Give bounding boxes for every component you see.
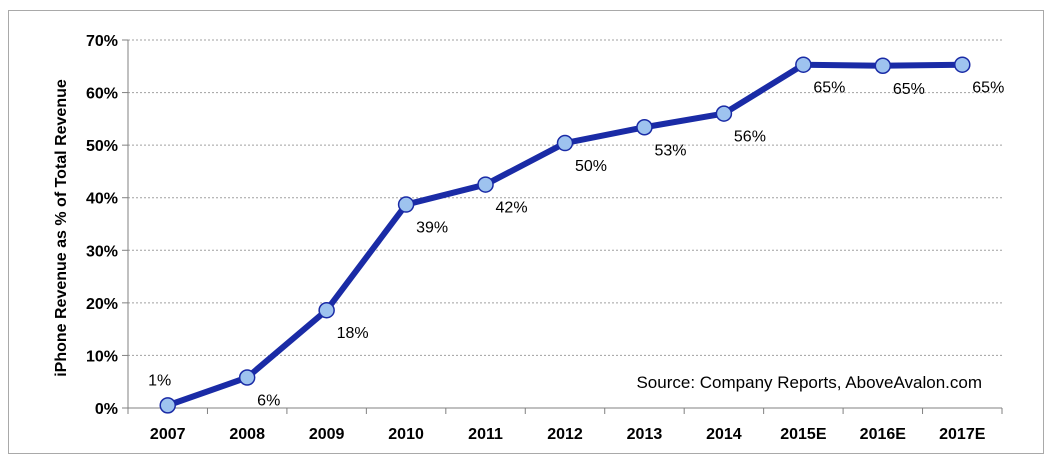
x-tick-label: 2009: [309, 426, 345, 443]
x-tick-label: 2015E: [780, 426, 827, 443]
x-tick-label: 2013: [627, 426, 663, 443]
series-line: [164, 61, 966, 409]
data-point: [556, 134, 574, 152]
data-label: 65%: [972, 80, 1004, 97]
x-tick-label: 2014: [706, 426, 742, 443]
x-tick-label: 2016E: [860, 426, 907, 443]
x-tick-label: 2007: [150, 426, 186, 443]
y-tick-label: 40%: [86, 191, 118, 208]
series-line-layer: [164, 61, 966, 409]
axes: [122, 39, 1003, 414]
grid-lines: [128, 39, 1002, 356]
data-point: [954, 56, 971, 73]
data-point: [318, 301, 335, 319]
data-label: 6%: [257, 393, 280, 410]
data-point: [238, 369, 256, 386]
x-tick-label: 2010: [388, 426, 424, 443]
x-tick-label: 2008: [229, 426, 265, 443]
data-point: [874, 57, 892, 75]
data-label: 53%: [654, 142, 686, 159]
y-tick-label: 0%: [95, 401, 118, 418]
data-point: [477, 176, 494, 193]
data-point: [397, 196, 415, 213]
data-label: 50%: [575, 158, 607, 175]
y-tick-labels: 0% 10% 20% 30% 40% 50% 60% 70%: [86, 33, 118, 418]
y-tick-label: 20%: [86, 296, 118, 313]
y-tick-label: 50%: [86, 138, 118, 155]
y-tick-label: 60%: [86, 86, 118, 103]
data-point: [795, 56, 812, 73]
data-point: [715, 105, 733, 122]
data-label: 65%: [813, 80, 845, 97]
data-label: 1%: [148, 372, 171, 389]
x-tick-label: 2011: [468, 426, 503, 443]
data-label: 65%: [893, 81, 925, 98]
chart-frame: [8, 10, 1044, 454]
source-annotation: Source: Company Reports, AboveAvalon.com: [636, 373, 982, 392]
y-tick-label: 30%: [86, 243, 118, 260]
x-tick-labels: 2007 2008 2009 2010 2011 2012 2013 2014 2015E 201…: [150, 426, 986, 443]
data-points: [159, 56, 971, 414]
y-tick-label: 10%: [86, 348, 118, 365]
y-tick-label: 70%: [86, 33, 118, 50]
data-label: 18%: [337, 325, 369, 342]
x-tick-label: 2012: [547, 426, 583, 443]
data-labels: 1% 6% 18% 39% 42% 50% 53% 56% 65% 65% 65%: [148, 80, 1004, 410]
data-point: [159, 397, 176, 414]
y-axis-label: iPhone Revenue as % of Total Revenue: [53, 79, 70, 377]
data-label: 42%: [496, 200, 528, 217]
x-tick-label: 2017E: [939, 426, 986, 443]
data-label: 56%: [734, 129, 766, 146]
data-label: 39%: [416, 220, 448, 237]
data-point: [636, 119, 653, 136]
